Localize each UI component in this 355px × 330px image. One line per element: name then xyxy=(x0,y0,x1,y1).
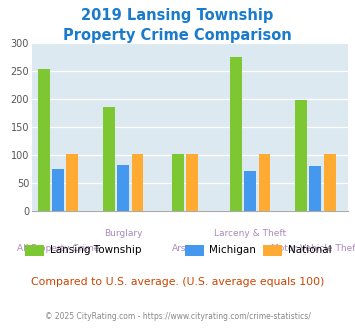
Bar xyxy=(244,171,256,211)
Bar xyxy=(38,69,50,211)
Bar xyxy=(52,169,64,211)
Text: 2019 Lansing Township: 2019 Lansing Township xyxy=(81,8,274,23)
Bar xyxy=(259,154,271,211)
Bar xyxy=(295,100,307,211)
Text: Property Crime Comparison: Property Crime Comparison xyxy=(63,28,292,43)
Bar xyxy=(103,108,115,211)
Bar xyxy=(310,166,321,211)
Text: National: National xyxy=(288,245,331,255)
Text: Larceny & Theft: Larceny & Theft xyxy=(214,229,286,238)
Text: © 2025 CityRating.com - https://www.cityrating.com/crime-statistics/: © 2025 CityRating.com - https://www.city… xyxy=(45,312,310,321)
Bar xyxy=(172,154,184,211)
Text: Arson: Arson xyxy=(172,244,198,253)
Bar xyxy=(132,154,143,211)
Text: Lansing Township: Lansing Township xyxy=(50,245,141,255)
Bar xyxy=(230,57,242,211)
Bar xyxy=(117,165,129,211)
Text: Michigan: Michigan xyxy=(209,245,256,255)
Text: Compared to U.S. average. (U.S. average equals 100): Compared to U.S. average. (U.S. average … xyxy=(31,277,324,287)
Text: Motor Vehicle Theft: Motor Vehicle Theft xyxy=(271,244,355,253)
Bar xyxy=(66,154,78,211)
Text: Burglary: Burglary xyxy=(104,229,142,238)
Bar xyxy=(324,154,335,211)
Bar xyxy=(186,154,198,211)
Text: All Property Crime: All Property Crime xyxy=(17,244,99,253)
